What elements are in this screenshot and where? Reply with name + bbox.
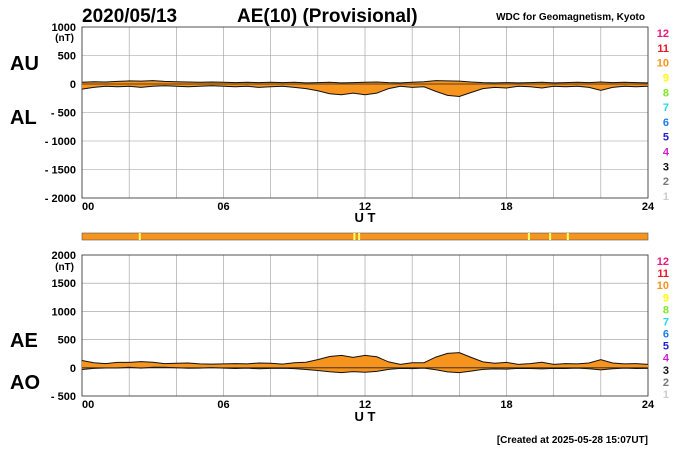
- y-tick-label: - 1000: [45, 136, 76, 148]
- status-tick: [549, 233, 552, 240]
- status-tick: [353, 233, 356, 240]
- x-tick-label: 18: [500, 201, 512, 213]
- y-tick-label: 0: [70, 79, 76, 91]
- status-tick: [358, 233, 361, 240]
- x-tick-label: 00: [82, 399, 94, 411]
- x-tick-label: 12: [359, 399, 371, 411]
- scale-level-7: 7: [663, 102, 669, 114]
- scale-level-2: 2: [663, 377, 669, 389]
- status-bar: [81, 232, 649, 241]
- x-tick-label: 24: [642, 201, 655, 213]
- x-tick-label: 06: [217, 399, 229, 411]
- y-tick-label: - 500: [51, 391, 76, 403]
- x-tick-label: 12: [359, 201, 371, 213]
- x-tick-label: 00: [82, 201, 94, 213]
- scale-level-12: 12: [657, 28, 669, 40]
- series-line-al: [81, 85, 649, 98]
- plot-frame-top: [81, 26, 649, 199]
- scale-level-11: 11: [657, 43, 669, 55]
- plot-frame-bottom: [81, 254, 649, 397]
- y-tick-label: - 2000: [45, 193, 76, 205]
- scale-level-7: 7: [663, 316, 669, 328]
- scale-level-8: 8: [663, 304, 669, 316]
- au-axis-label: AU: [10, 53, 39, 75]
- y-tick-label: - 1500: [45, 165, 76, 177]
- scale-level-6: 6: [663, 117, 669, 129]
- scale-level-9: 9: [663, 292, 669, 304]
- ut-axis-label-top: U T: [355, 210, 376, 225]
- unit-label-bottom: (nT): [55, 262, 74, 273]
- index-title: AE(10) (Provisional): [237, 6, 418, 27]
- scale-level-3: 3: [663, 365, 669, 377]
- scale-level-3: 3: [663, 161, 669, 173]
- ae-axis-label: AE: [10, 330, 38, 352]
- scale-level-6: 6: [663, 329, 669, 341]
- scale-level-5: 5: [663, 132, 669, 144]
- scale-level-9: 9: [663, 72, 669, 84]
- y-tick-label: - 500: [51, 108, 76, 120]
- scale-level-2: 2: [663, 176, 669, 188]
- series-line-ae: [81, 352, 649, 365]
- ut-axis-label-bottom: U T: [355, 409, 376, 424]
- scale-level-8: 8: [663, 87, 669, 99]
- x-tick-label: 06: [217, 201, 229, 213]
- status-tick: [566, 233, 569, 240]
- x-tick-label: 24: [642, 399, 655, 411]
- scale-level-4: 4: [663, 353, 670, 365]
- y-tick-label: 0: [70, 363, 76, 375]
- scale-level-1: 1: [663, 191, 669, 203]
- scale-level-12: 12: [657, 256, 669, 268]
- scale-level-4: 4: [663, 147, 670, 159]
- source-label: WDC for Geomagnetism, Kyoto: [496, 12, 645, 23]
- scale-level-10: 10: [657, 58, 669, 70]
- series-line-au: [81, 80, 649, 84]
- y-tick-label: 2000: [52, 250, 76, 262]
- y-tick-label: 500: [58, 51, 76, 63]
- scale-level-10: 10: [657, 280, 669, 292]
- scale-level-11: 11: [657, 268, 669, 280]
- ao-axis-label: AO: [10, 372, 40, 394]
- status-tick: [138, 233, 141, 240]
- al-axis-label: AL: [10, 107, 37, 129]
- y-tick-label: 500: [58, 335, 76, 347]
- y-tick-label: 1000: [52, 306, 76, 318]
- y-tick-label: 1500: [52, 278, 76, 290]
- status-tick: [527, 233, 530, 240]
- unit-label-top: (nT): [55, 33, 74, 44]
- date-title: 2020/05/13: [82, 6, 177, 27]
- scale-level-1: 1: [663, 389, 669, 401]
- y-tick-label: 1000: [52, 22, 76, 34]
- scale-level-5: 5: [663, 341, 669, 353]
- created-timestamp: [Created at 2025-05-28 15:07UT]: [497, 435, 648, 446]
- x-tick-label: 18: [500, 399, 512, 411]
- area-fill-top: [82, 80, 648, 97]
